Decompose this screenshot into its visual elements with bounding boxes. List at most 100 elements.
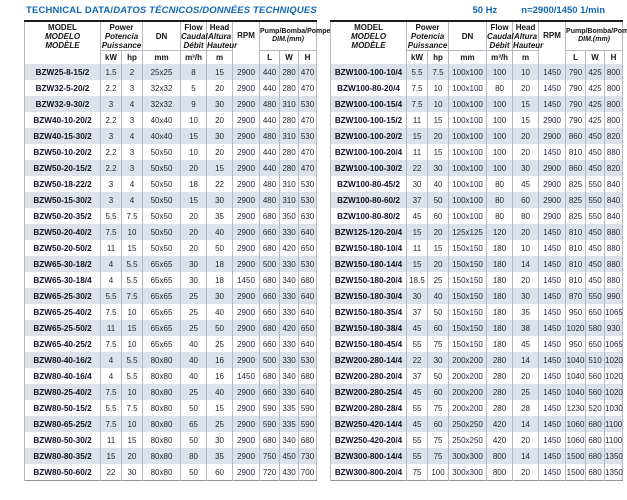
value-cell: 100x100 [448,208,487,224]
value-cell: 180 [486,288,513,304]
value-cell: 55 [406,400,428,416]
value-cell: 330 [279,288,299,304]
value-cell: 4 [100,352,122,368]
value-cell: 40x40 [142,128,181,144]
value-cell: 825 [565,208,586,224]
value-cell: 7.5 [427,64,449,80]
value-cell: 80x80 [142,448,181,464]
value-cell: 1450 [538,304,566,320]
model-cell: BZW50-20-40/2 [24,224,101,240]
value-cell: 15 [180,128,207,144]
table-row: BZW32-9-30/2 3 4 32x32 9 30 2900 480 310 530 [24,96,317,112]
value-cell: 280 [279,160,299,176]
value-cell: 30 [427,160,449,176]
value-cell: 30 [206,96,233,112]
value-cell: 150x150 [448,288,487,304]
value-cell: 20 [512,368,539,384]
value-cell: 5.5 [120,256,143,272]
table-row: BZW40-15-30/2 3 4 40x40 15 30 2900 480 310 530 [24,128,317,144]
model-cell: BZW100-100-15/4 [330,96,407,112]
table-row: BZW150-180-14/4 15 20 150x150 180 14 1450 810 45… [330,256,623,272]
model-cell: BZW80-40-16/2 [24,352,101,368]
value-cell: 1.5 [100,64,122,80]
col-header-rpm: RPM [232,21,260,64]
table-row: BZW40-10-20/2 2.2 3 40x40 10 20 2900 440 280 470 [24,112,317,128]
value-cell: 65x65 [142,336,181,352]
value-cell: 10 [512,64,539,80]
value-cell: 25x25 [142,64,181,80]
value-cell: 32x32 [142,80,181,96]
value-cell: 280 [279,80,299,96]
value-cell: 750 [259,448,280,464]
model-cell: BZW65-25-40/2 [24,304,101,320]
value-cell: 200x200 [448,352,487,368]
value-cell: 680 [259,320,280,336]
value-cell: 300x300 [448,464,487,481]
value-cell: 16 [206,368,233,384]
value-cell: 9 [180,96,207,112]
value-cell: 60 [206,464,233,481]
table-row: BZW200-280-20/4 37 50 200x200 280 20 1450 1040 5… [330,368,623,384]
value-cell: 100x100 [448,64,487,80]
value-cell: 50x50 [142,144,181,160]
value-cell: 1040 [565,352,586,368]
value-cell: 310 [279,128,299,144]
value-cell: 250x250 [448,432,487,448]
unit-flow: m³/h [486,50,513,64]
value-cell: 80x80 [142,432,181,448]
value-cell: 100x100 [448,128,487,144]
value-cell: 10 [120,304,143,320]
model-cell: BZW100-80-60/2 [330,192,407,208]
value-cell: 45 [512,336,539,352]
table-header: MODEL MODELO MODÈLE Power Potencia Puiss… [330,21,627,64]
value-cell: 1450 [538,96,566,112]
value-cell: 75 [427,400,449,416]
value-cell: 560 [585,368,605,384]
value-cell: 790 [565,112,586,128]
value-cell: 20 [427,224,449,240]
model-cell: BZW100-100-20/4 [330,144,407,160]
value-cell: 22 [406,160,428,176]
frequency-label: 50 Hz [472,5,498,16]
value-cell: 1065 [604,336,623,352]
value-cell: 2.2 [100,112,122,128]
model-cell: BZW65-25-30/2 [24,288,101,304]
value-cell: 790 [565,80,586,96]
value-cell: 11 [100,240,122,256]
value-cell: 990 [604,288,623,304]
value-cell: 530 [298,192,317,208]
value-cell: 75 [427,448,449,464]
value-cell: 1040 [565,368,586,384]
value-cell: 180 [486,272,513,288]
value-cell: 440 [259,64,280,80]
value-cell: 22 [100,464,122,481]
value-cell: 7.5 [406,80,428,96]
value-cell: 7.5 [100,336,122,352]
model-cell: BZW50-20-50/2 [24,240,101,256]
table-row: BZW25-8-15/2 1.5 2 25x25 8 15 2900 440 280 470 [24,64,317,80]
value-cell: 15 [206,400,233,416]
value-cell: 40x40 [142,112,181,128]
value-cell: 38 [512,320,539,336]
value-cell: 4 [120,96,143,112]
value-cell: 430 [279,464,299,481]
value-cell: 420 [486,432,513,448]
value-cell: 30 [206,128,233,144]
value-cell: 450 [279,448,299,464]
value-cell: 1450 [232,272,260,288]
value-cell: 680 [259,368,280,384]
value-cell: 40 [206,384,233,400]
value-cell: 1065 [604,304,623,320]
value-cell: 18 [206,272,233,288]
table-row: BZW300-800-20/4 75 100 300x300 800 20 1450 1500… [330,464,623,481]
unit-dim-w: W [585,50,605,64]
value-cell: 1060 [565,416,586,432]
value-cell: 80x80 [142,416,181,432]
value-cell: 3 [100,96,122,112]
value-cell: 700 [298,464,317,481]
value-cell: 20 [512,432,539,448]
value-cell: 5.5 [100,400,122,416]
value-cell: 14 [512,448,539,464]
col-header-power: Power Potencia Puissance [406,21,449,51]
value-cell: 640 [298,224,317,240]
